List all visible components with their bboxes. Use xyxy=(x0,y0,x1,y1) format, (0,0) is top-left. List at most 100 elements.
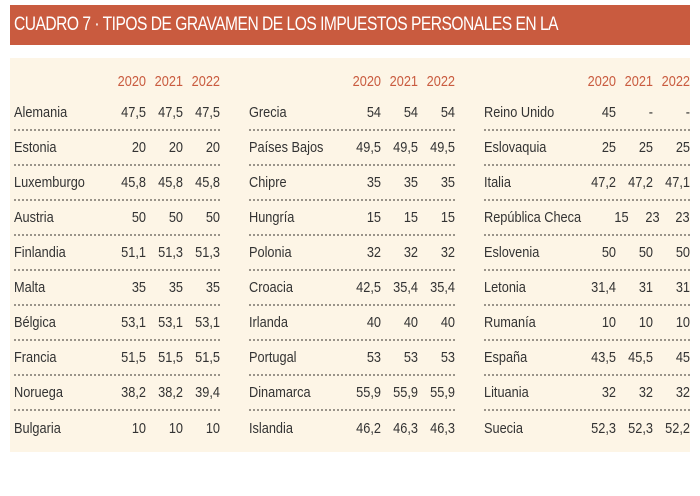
rate-value: 50 xyxy=(601,244,616,261)
table-row: Letonia 31,4 31 31 xyxy=(484,271,690,306)
rate-value: 52,3 xyxy=(628,420,653,437)
rate-value: 47,1 xyxy=(665,174,690,191)
rate-value: - xyxy=(648,104,653,121)
rate-value: 31 xyxy=(638,279,653,296)
country-name: Bulgaria xyxy=(14,420,61,437)
country-name: Estonia xyxy=(14,139,57,156)
rate-value: 51,1 xyxy=(121,244,146,261)
rate-value: 52,2 xyxy=(665,420,690,437)
country-name: Austria xyxy=(14,209,54,226)
country-name: Bélgica xyxy=(14,314,56,331)
year-label: 2022 xyxy=(426,73,455,90)
table-row: Países Bajos 49,5 49,5 49,5 xyxy=(249,131,455,166)
rate-value: 15 xyxy=(403,209,418,226)
rate-value: 51,3 xyxy=(195,244,220,261)
rate-value: 45,5 xyxy=(628,349,653,366)
rate-value: 50 xyxy=(168,209,183,226)
rate-value: 25 xyxy=(638,139,653,156)
rate-value: 32 xyxy=(638,384,653,401)
table-row: Polonia 32 32 32 xyxy=(249,236,455,271)
country-name: Países Bajos xyxy=(249,139,324,156)
table-row: Suecia 52,3 52,3 52,2 xyxy=(484,411,690,446)
country-name: Eslovaquia xyxy=(484,139,547,156)
rate-value: 10 xyxy=(131,420,146,437)
rate-value: 23 xyxy=(645,209,660,226)
table-row: Austria 50 50 50 xyxy=(14,201,220,236)
rate-value: 20 xyxy=(131,139,146,156)
rate-value: 25 xyxy=(601,139,616,156)
table-row: Noruega 38,2 38,2 39,4 xyxy=(14,376,220,411)
table-row: Italia 47,2 47,2 47,1 xyxy=(484,166,690,201)
country-name: Lituania xyxy=(484,384,529,401)
rate-value: 51,3 xyxy=(158,244,183,261)
rate-value: 46,3 xyxy=(393,420,418,437)
table-row: Chipre 35 35 35 xyxy=(249,166,455,201)
table-title: CUADRO 7 · TIPOS DE GRAVAMEN DE LOS IMPU… xyxy=(10,5,690,75)
rate-value: 46,3 xyxy=(430,420,455,437)
rate-value: 45,8 xyxy=(121,174,146,191)
year-label: 2020 xyxy=(352,73,381,90)
rate-value: 35 xyxy=(403,174,418,191)
rate-value: 45 xyxy=(675,349,690,366)
rate-value: 35 xyxy=(168,279,183,296)
rate-value: 53 xyxy=(403,349,418,366)
country-name: Eslovenia xyxy=(484,244,540,261)
rate-value: 32 xyxy=(366,244,381,261)
table-row: Finlandia 51,1 51,3 51,3 xyxy=(14,236,220,271)
rate-value: 32 xyxy=(675,384,690,401)
country-name: Irlanda xyxy=(249,314,288,331)
table-row: Lituania 32 32 32 xyxy=(484,376,690,411)
table-row: Eslovaquia 25 25 25 xyxy=(484,131,690,166)
rate-value: 55,9 xyxy=(430,384,455,401)
country-name: Polonia xyxy=(249,244,292,261)
rate-value: 10 xyxy=(675,314,690,331)
year-header: 2020 2021 2022 xyxy=(484,58,690,90)
year-label: 2022 xyxy=(191,73,220,90)
year-label: 2022 xyxy=(661,73,690,90)
rate-value: 47,5 xyxy=(158,104,183,121)
table-row: Eslovenia 50 50 50 xyxy=(484,236,690,271)
rate-value: 47,2 xyxy=(591,174,616,191)
country-name: Noruega xyxy=(14,384,63,401)
country-name: Francia xyxy=(14,349,57,366)
rate-value: 55,9 xyxy=(393,384,418,401)
country-name: Chipre xyxy=(249,174,287,191)
country-name: Finlandia xyxy=(14,244,66,261)
table-row: Rumanía 10 10 10 xyxy=(484,306,690,341)
rate-value: 32 xyxy=(403,244,418,261)
rate-value: 40 xyxy=(440,314,455,331)
year-label: 2021 xyxy=(154,73,183,90)
rate-value: 35 xyxy=(205,279,220,296)
table-row: Luxemburgo 45,8 45,8 45,8 xyxy=(14,166,220,201)
rate-value: 52,3 xyxy=(591,420,616,437)
rate-value: 45,8 xyxy=(158,174,183,191)
rate-value: 50 xyxy=(675,244,690,261)
table-row: Hungría 15 15 15 xyxy=(249,201,455,236)
rate-value: 53 xyxy=(366,349,381,366)
rate-value: 39,4 xyxy=(195,384,220,401)
rate-value: 46,2 xyxy=(356,420,381,437)
year-label: 2021 xyxy=(389,73,418,90)
rate-value: 47,5 xyxy=(121,104,146,121)
rate-value: 51,5 xyxy=(195,349,220,366)
table-row: Malta 35 35 35 xyxy=(14,271,220,306)
table-row: Dinamarca 55,9 55,9 55,9 xyxy=(249,376,455,411)
country-name: España xyxy=(484,349,528,366)
rate-value: 54 xyxy=(440,104,455,121)
table-row: Francia 51,5 51,5 51,5 xyxy=(14,341,220,376)
rate-value: 15 xyxy=(440,209,455,226)
rate-value: 32 xyxy=(601,384,616,401)
table-row: Portugal 53 53 53 xyxy=(249,341,455,376)
rate-value: 40 xyxy=(366,314,381,331)
country-name: Malta xyxy=(14,279,46,296)
rate-value: 45 xyxy=(601,104,616,121)
table-row: Islandia 46,2 46,3 46,3 xyxy=(249,411,455,446)
rate-value: 15 xyxy=(614,209,629,226)
rate-value: 42,5 xyxy=(356,279,381,296)
rate-value: 50 xyxy=(131,209,146,226)
table-row: Bélgica 53,1 53,1 53,1 xyxy=(14,306,220,341)
rate-value: 25 xyxy=(675,139,690,156)
table-column-2: 2020 2021 2022 Grecia 54 54 54 Países Bajos 49,5… xyxy=(249,58,455,446)
rate-value: 49,5 xyxy=(393,139,418,156)
rate-value: 32 xyxy=(440,244,455,261)
